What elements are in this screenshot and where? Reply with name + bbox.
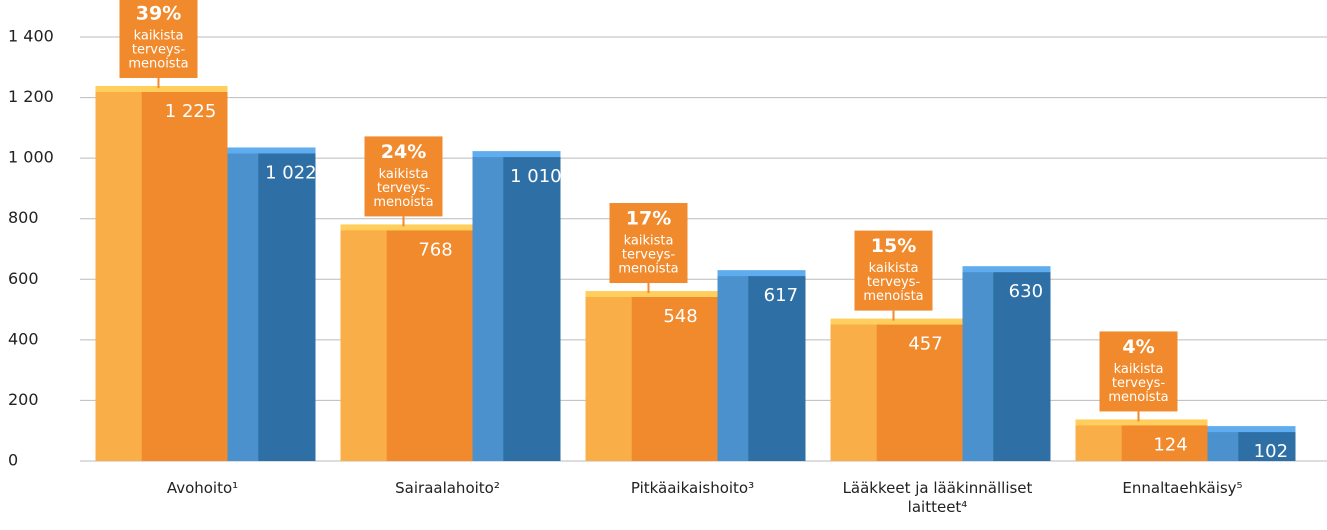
- callout-text: terveys-: [867, 275, 921, 290]
- callout-text: menoista: [618, 262, 678, 277]
- y-tick-label: 800: [8, 208, 39, 227]
- value-label: 457: [908, 334, 942, 355]
- bar-top: [95, 86, 228, 92]
- value-label: 1 010: [510, 166, 562, 187]
- y-tick-label: 1 200: [8, 87, 54, 106]
- callout-text: kaikista: [869, 261, 919, 276]
- bar-top: [1075, 419, 1208, 426]
- y-tick-label: 400: [8, 329, 39, 348]
- bar-top: [472, 151, 561, 158]
- bar-highlight: [95, 90, 142, 461]
- x-tick-label: Ennaltaehkäisy⁵: [1122, 479, 1243, 497]
- bar-top: [340, 224, 473, 231]
- value-label: 124: [1153, 434, 1187, 455]
- x-tick-label: Lääkkeet ja lääkinnälliset laitteet⁴: [842, 479, 1033, 516]
- callout-text: kaikista: [134, 29, 184, 44]
- bar-highlight: [227, 151, 259, 462]
- callout-text: kaikista: [1114, 362, 1164, 377]
- callout-box: [119, 0, 198, 78]
- callout-box: [609, 203, 688, 284]
- callout-percent: 15%: [871, 235, 916, 257]
- callout-text: kaikista: [379, 167, 429, 182]
- bar-highlight: [1075, 423, 1122, 461]
- bar-top: [717, 270, 806, 277]
- callout-box: [1099, 331, 1178, 412]
- callout-text: menoista: [863, 289, 923, 304]
- bar-highlight: [340, 228, 387, 461]
- x-tick-label: Sairaalahoito²: [395, 479, 500, 497]
- x-tick-label: Avohoito¹: [166, 479, 239, 497]
- value-label: 617: [764, 285, 798, 306]
- bar-top: [962, 266, 1051, 273]
- bar-top: [1207, 426, 1296, 433]
- callout-text: terveys-: [132, 43, 186, 58]
- callout-percent: 24%: [381, 141, 426, 163]
- bar-highlight: [1207, 430, 1239, 461]
- callout-percent: 17%: [626, 208, 671, 230]
- callout-text: menoista: [128, 57, 188, 72]
- value-label: 1 225: [165, 101, 217, 122]
- callout-percent: 4%: [1122, 336, 1154, 358]
- callout-text: terveys-: [622, 248, 676, 263]
- bar-highlight: [717, 274, 749, 461]
- y-tick-label: 600: [8, 269, 39, 288]
- callout-text: terveys-: [377, 181, 431, 196]
- y-tick-label: 1 000: [8, 148, 54, 167]
- y-tick-label: 0: [8, 451, 18, 470]
- value-label: 102: [1254, 441, 1288, 462]
- value-label: 1 022: [265, 162, 317, 183]
- callout-text: kaikista: [624, 234, 674, 249]
- bar-top: [227, 147, 316, 154]
- value-label: 768: [418, 239, 452, 260]
- bar-highlight: [830, 322, 877, 461]
- bar-highlight: [962, 270, 994, 461]
- callout-box: [364, 136, 443, 217]
- callout-text: menoista: [1108, 390, 1168, 405]
- y-tick-label: 200: [8, 390, 39, 409]
- callout-percent: 39%: [136, 3, 181, 25]
- bar-highlight: [472, 155, 504, 461]
- y-tick-label: 1 400: [8, 27, 54, 46]
- bar-top: [830, 318, 963, 325]
- value-label: 548: [663, 306, 697, 327]
- callout-box: [854, 230, 933, 311]
- bar-top: [585, 291, 718, 298]
- callout-text: menoista: [373, 195, 433, 210]
- bar-highlight: [585, 295, 632, 461]
- value-label: 630: [1009, 281, 1043, 302]
- callout-text: terveys-: [1112, 376, 1166, 391]
- x-tick-label: Pitkäaikaishoito³: [630, 479, 755, 497]
